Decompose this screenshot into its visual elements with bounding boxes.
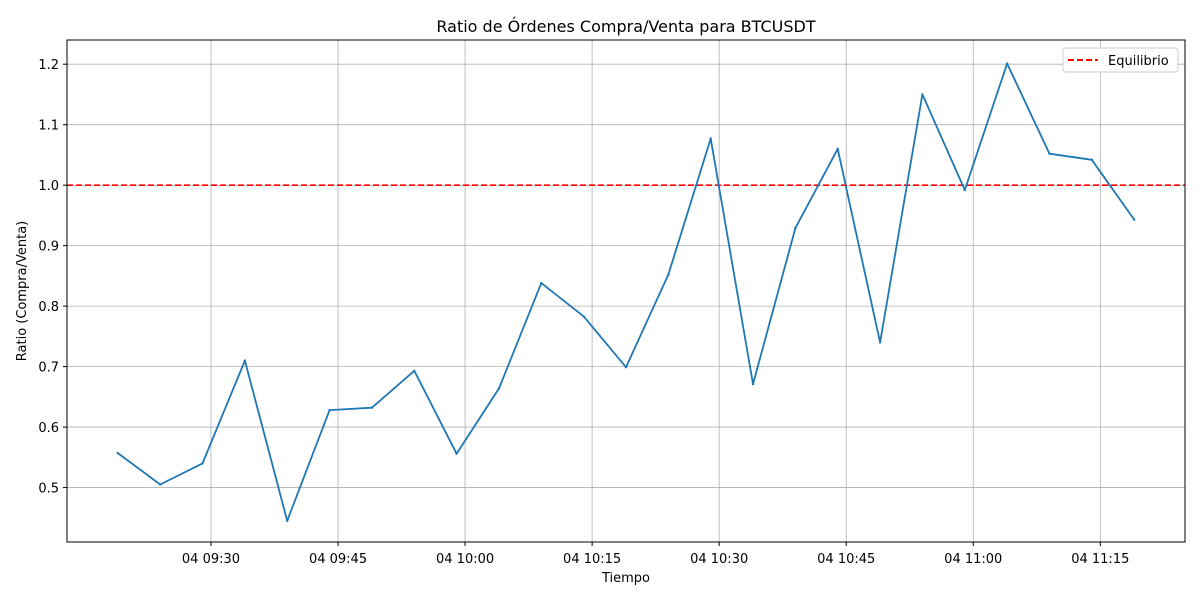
x-axis-label: Tiempo bbox=[601, 571, 650, 586]
data-point bbox=[582, 315, 585, 318]
x-tick-label: 04 10:30 bbox=[690, 552, 748, 567]
y-tick-label: 1.2 bbox=[38, 58, 59, 73]
x-tick-label: 04 10:15 bbox=[563, 552, 621, 567]
grid bbox=[67, 40, 1185, 542]
data-point bbox=[1005, 62, 1009, 65]
y-tick-label: 1.1 bbox=[38, 119, 59, 134]
data-point bbox=[497, 387, 501, 390]
y-tick-label: 0.6 bbox=[38, 421, 59, 436]
data-point bbox=[116, 451, 120, 455]
data-point bbox=[667, 273, 670, 276]
y-tick-label: 0.8 bbox=[38, 300, 59, 315]
x-tick-label: 04 09:30 bbox=[182, 552, 240, 567]
data-point bbox=[921, 93, 924, 96]
data-point bbox=[709, 137, 712, 140]
data-point bbox=[1048, 152, 1051, 155]
data-point bbox=[836, 147, 839, 151]
data-point bbox=[540, 281, 543, 285]
data-point bbox=[328, 408, 331, 412]
data-point bbox=[878, 341, 882, 344]
x-ticks: 04 09:30 04 09:45 04 10:00 04 10:15 04 10:30… bbox=[182, 542, 1129, 567]
data-point bbox=[413, 369, 416, 373]
chart-title: Ratio de Órdenes Compra/Venta para BTCUS… bbox=[436, 17, 815, 36]
x-tick-label: 04 09:45 bbox=[309, 552, 367, 567]
data-point bbox=[751, 382, 755, 386]
data-point bbox=[1090, 158, 1094, 161]
data-point bbox=[455, 452, 458, 455]
y-tick-label: 0.7 bbox=[38, 361, 59, 376]
y-tick-label: 1.0 bbox=[38, 179, 59, 194]
data-point bbox=[286, 519, 289, 523]
y-ticks: 0.5 0.6 0.7 0.8 0.9 1.0 1.1 1.2 bbox=[38, 58, 67, 497]
plot-area bbox=[66, 39, 1186, 543]
legend-label-equilibrio: Equilibrio bbox=[1108, 54, 1169, 69]
y-axis-label: Ratio (Compra/Venta) bbox=[15, 221, 30, 361]
data-point bbox=[794, 226, 797, 230]
y-tick-label: 0.5 bbox=[38, 482, 59, 497]
series-group bbox=[116, 62, 1136, 523]
data-point bbox=[1132, 218, 1136, 221]
y-tick-label: 0.9 bbox=[38, 240, 59, 255]
x-tick-label: 04 11:00 bbox=[944, 552, 1002, 567]
x-tick-label: 04 10:00 bbox=[436, 552, 494, 567]
data-point bbox=[243, 359, 247, 362]
legend-box bbox=[1062, 47, 1179, 73]
data-point bbox=[201, 462, 204, 465]
data-point bbox=[370, 406, 374, 409]
x-tick-label: 04 11:15 bbox=[1071, 552, 1129, 567]
legend: Equilibrio bbox=[1062, 47, 1179, 73]
data-point bbox=[624, 366, 628, 369]
x-tick-label: 04 10:45 bbox=[817, 552, 875, 567]
data-point bbox=[963, 188, 966, 192]
series-line bbox=[117, 62, 1135, 522]
data-point bbox=[158, 483, 162, 486]
